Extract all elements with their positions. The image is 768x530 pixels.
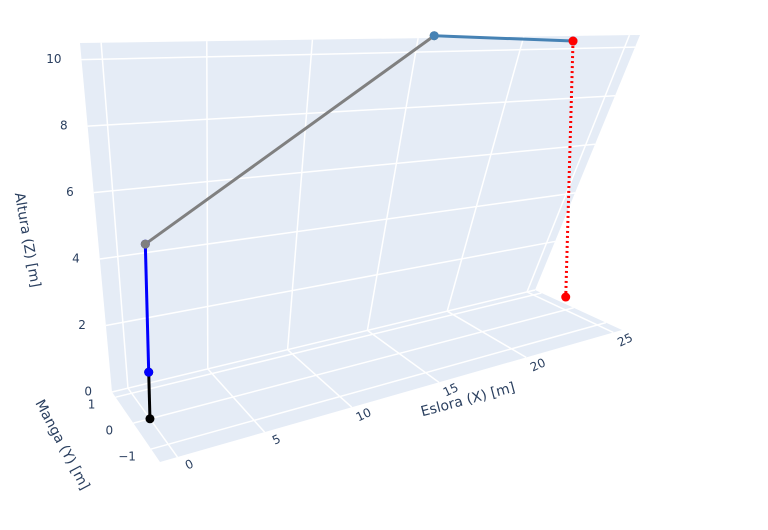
grid-line bbox=[87, 94, 616, 127]
grid-line bbox=[115, 292, 542, 398]
grid-line bbox=[526, 291, 614, 334]
z-tick-label: 4 bbox=[72, 252, 80, 266]
y-tick-label: −1 bbox=[118, 450, 136, 464]
series-line bbox=[147, 372, 152, 419]
point bbox=[144, 367, 154, 377]
grid-line bbox=[446, 310, 527, 359]
grid-line bbox=[366, 329, 440, 383]
x-tick-label: 15 bbox=[441, 380, 461, 399]
z-tick-label: 2 bbox=[78, 318, 86, 332]
grid-line bbox=[100, 42, 129, 389]
z-tick-label: 8 bbox=[60, 119, 68, 133]
floor bbox=[112, 290, 622, 462]
grid-line bbox=[526, 34, 631, 293]
grid-line bbox=[366, 38, 419, 331]
series-line bbox=[144, 34, 436, 246]
y-axis-title: Manga (Y) [m] bbox=[31, 397, 92, 493]
grid-line bbox=[127, 387, 179, 458]
grid-line bbox=[207, 368, 266, 433]
series-line bbox=[434, 34, 574, 43]
series-line bbox=[143, 244, 151, 373]
scene bbox=[80, 34, 640, 462]
x-tick-label: 20 bbox=[528, 355, 548, 374]
grid-line bbox=[99, 192, 576, 260]
x-tick-label: 10 bbox=[354, 405, 374, 424]
y-tick-label: 0 bbox=[106, 424, 114, 438]
x-tick-label: 5 bbox=[270, 432, 283, 448]
z-axis-title: Altura (Z) [m] bbox=[11, 191, 43, 288]
z-tick-label: 0 bbox=[84, 385, 92, 399]
grid-line bbox=[133, 307, 574, 424]
point bbox=[429, 31, 439, 41]
z-tick-label: 6 bbox=[66, 185, 74, 199]
grid-line bbox=[105, 240, 556, 327]
x-axis-title: Eslora (X) [m] bbox=[419, 380, 517, 421]
grid-line bbox=[286, 39, 314, 350]
grid-line bbox=[111, 289, 536, 393]
grid-line bbox=[81, 46, 636, 61]
grid-line bbox=[287, 349, 353, 408]
point bbox=[145, 414, 155, 424]
point bbox=[561, 292, 571, 302]
point bbox=[140, 239, 150, 249]
grid-line bbox=[206, 41, 209, 369]
grid-line bbox=[150, 321, 607, 450]
y-tick-label: 1 bbox=[88, 398, 96, 412]
x-tick-label: 25 bbox=[615, 330, 635, 349]
point bbox=[568, 36, 578, 46]
z-tick-label: 10 bbox=[46, 52, 61, 66]
x-tick-label: 0 bbox=[183, 457, 196, 473]
grid-line bbox=[93, 143, 596, 194]
grid-line bbox=[446, 36, 525, 312]
